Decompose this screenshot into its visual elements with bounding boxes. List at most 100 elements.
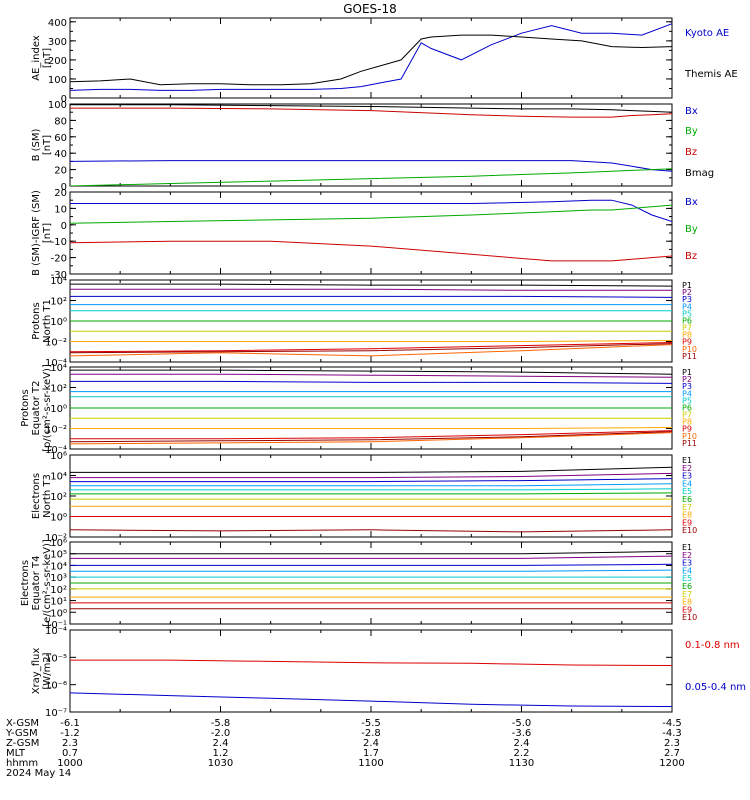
y-axis-label: [nT]: [42, 48, 53, 68]
ytick-label: 60: [54, 133, 67, 144]
ytick-label: 10⁻²: [45, 338, 67, 349]
series-line-p1: [70, 369, 672, 375]
legend-label: E4: [682, 566, 692, 575]
y-axis-label: North T3: [42, 474, 53, 518]
legend-label: P9: [682, 338, 692, 347]
y-axis-label: B (SM)-IGRF (SM): [31, 190, 42, 276]
ephemeris-row-label: X-GSM: [6, 718, 39, 729]
ephemeris-value: 1.7: [363, 748, 379, 759]
panel-frame: [69, 629, 673, 713]
ytick-label: 10⁰: [50, 404, 67, 415]
ytick-label: 10⁻⁷: [45, 708, 67, 719]
y-axis-label: Equator T4: [31, 556, 42, 611]
panel-5: 10⁻⁴ 10⁻² 10⁰ 10² 10⁴ Protons Equator T2 [p/(cm…: [20, 363, 697, 456]
series-line-p3: [70, 295, 672, 298]
legend-label: E7: [682, 503, 692, 512]
ephemeris-value: 2.7: [664, 748, 680, 759]
y-axis-label: Electrons: [20, 560, 31, 606]
legend-label: P11: [682, 439, 697, 448]
legend-label: 0.1-0.8 nm: [685, 640, 740, 651]
ephemeris-value: 1000: [57, 758, 82, 769]
legend-label: E9: [682, 605, 692, 614]
y-axis-label: B (SM): [31, 128, 42, 161]
legend-label: P3: [682, 295, 692, 304]
legend-label: By: [685, 126, 698, 137]
ytick-label: 10⁵: [50, 550, 67, 561]
legend-label: P11: [682, 352, 697, 361]
ytick-label: 10⁻⁴: [45, 626, 67, 637]
ephemeris-value: 1100: [358, 758, 383, 769]
series-line-e1: [70, 466, 672, 473]
series-line-e3: [70, 478, 672, 483]
series-line-p1: [70, 283, 672, 287]
series-line-p2: [70, 373, 672, 378]
series-line-e2: [70, 472, 672, 479]
series-line-themis-ae: [70, 34, 672, 86]
legend-label: E3: [682, 559, 692, 568]
ytick-label: 10¹: [50, 597, 67, 608]
legend-label: E2: [682, 551, 692, 560]
series-line-p8: [70, 427, 672, 429]
legend-label: P2: [682, 288, 692, 297]
ephemeris-value: 2.4: [363, 738, 379, 749]
ephemeris-value: -5.5: [361, 718, 381, 729]
y-axis-label: Xray_flux: [31, 648, 42, 695]
ytick-label: 10⁶: [50, 451, 67, 462]
ytick-label: 10⁻²: [45, 425, 67, 436]
ephemeris-row-label: MLT: [6, 748, 26, 759]
legend-label: E10: [682, 526, 697, 535]
panel-2: 0 20 40 60 80 100 B (SM) [nT] Bx By Bz Bmag: [31, 100, 714, 193]
ephemeris-value: -6.1: [60, 718, 80, 729]
ephemeris-value: 2.3: [62, 738, 78, 749]
ephemeris-value: -2.0: [211, 728, 231, 739]
series-line-e1: [70, 550, 672, 555]
ytick-label: 0: [61, 221, 67, 232]
series-line-e5: [70, 488, 672, 491]
legend-label: P10: [682, 432, 697, 441]
ephemeris-value: -2.8: [361, 728, 381, 739]
ephemeris-value: 2.4: [213, 738, 229, 749]
ephemeris-value: 1130: [509, 758, 534, 769]
ytick-label: 10⁴: [50, 276, 67, 287]
y-axis-label: Electrons: [31, 473, 42, 519]
legend-label: E3: [682, 472, 692, 481]
panel-1: 0 100 200 300 400 AE_index [nT] Kyoto AE Themis …: [31, 17, 738, 105]
legend-label: P7: [682, 411, 692, 420]
y-axis-label: Protons: [20, 389, 31, 426]
ephemeris-value: 2.4: [514, 738, 530, 749]
ytick-label: 10⁻⁴: [45, 358, 67, 369]
ytick-label: 10⁶: [50, 538, 67, 549]
legend-label: P8: [682, 418, 692, 427]
ephemeris-value: -3.6: [512, 728, 532, 739]
ephemeris-row-label: Y-GSM: [5, 728, 38, 739]
ytick-label: 10⁻¹: [45, 620, 67, 631]
ephemeris-value: 0.7: [62, 748, 78, 759]
panel-frame: [69, 191, 673, 275]
series-line-kyoto-ae: [70, 23, 672, 91]
y-axis-label: Equator T2: [31, 381, 42, 436]
series-line-bz: [70, 240, 672, 262]
panel-frame: [69, 454, 673, 538]
series-line-0-1-0-8-nm: [70, 659, 672, 666]
series-line-p9: [70, 342, 672, 353]
panel-frame: [69, 103, 673, 187]
legend-label: Bz: [685, 251, 697, 262]
series-line-p11: [70, 431, 672, 443]
series-line-e4: [70, 483, 672, 487]
ytick-label: 20: [54, 166, 67, 177]
legend-label: P8: [682, 331, 692, 340]
ytick-label: 10: [54, 204, 67, 215]
chart-title: GOES-18: [343, 2, 397, 16]
legend-label: Bmag: [685, 168, 714, 179]
ephemeris-row-label: hhmm: [6, 758, 38, 769]
ytick-label: 10²: [50, 297, 67, 308]
ephemeris-value: -5.0: [512, 718, 532, 729]
ytick-label: 10²: [50, 585, 67, 596]
date-label: 2024 May 14: [6, 768, 71, 779]
legend-label: P5: [682, 309, 692, 318]
ephemeris-value: 2.2: [514, 748, 530, 759]
panel-3: -30 -20 -10 0 10 20 B (SM)-IGRF (SM) [nT] Bx By Bz: [31, 188, 698, 281]
legend-label: Bx: [685, 106, 698, 117]
